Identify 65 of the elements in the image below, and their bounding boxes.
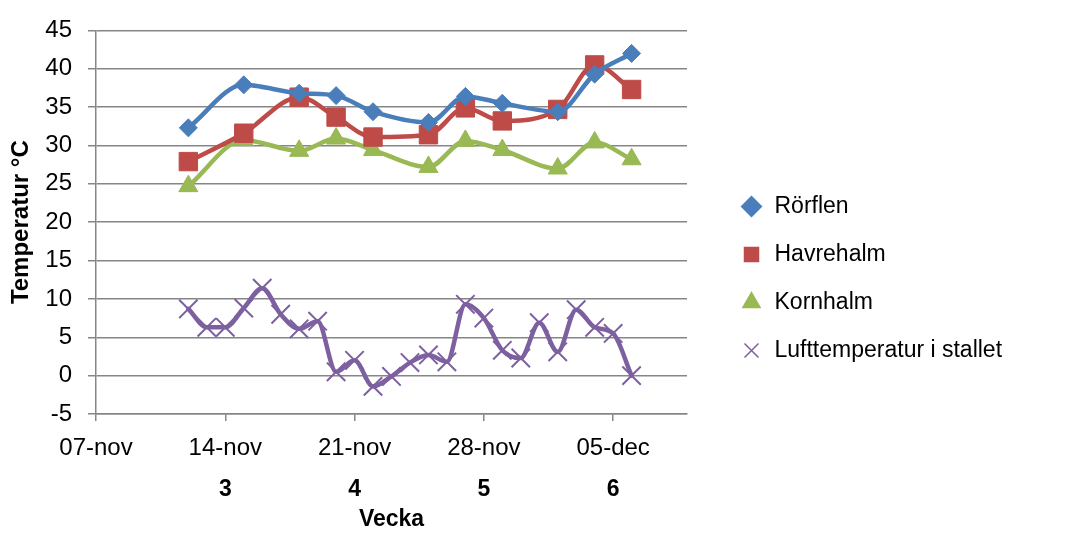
x-tick-label: 14-nov bbox=[188, 433, 262, 461]
legend-label: Lufttemperatur i stallet bbox=[774, 335, 1003, 362]
y-tick-label: 45 bbox=[45, 15, 72, 43]
y-tick-label: 15 bbox=[45, 245, 72, 273]
y-tick-label: 0 bbox=[58, 360, 72, 388]
y-tick-label: 20 bbox=[45, 206, 72, 234]
point bbox=[510, 347, 531, 369]
point bbox=[621, 79, 642, 100]
point bbox=[418, 112, 438, 132]
point bbox=[363, 127, 383, 147]
point bbox=[622, 43, 642, 63]
y-tick-label: -5 bbox=[50, 398, 72, 426]
point bbox=[344, 350, 365, 371]
x2-tick-label: 4 bbox=[348, 475, 362, 502]
legend-label: Kornhalm bbox=[774, 287, 873, 314]
point bbox=[288, 318, 310, 340]
point bbox=[270, 304, 291, 325]
point bbox=[399, 352, 421, 373]
point bbox=[196, 317, 218, 338]
point bbox=[492, 111, 513, 131]
point bbox=[362, 376, 384, 397]
x2-tick-label: 3 bbox=[218, 475, 232, 502]
point bbox=[326, 107, 346, 127]
x-tick-label: 28-nov bbox=[447, 433, 521, 461]
y-tick-label: 25 bbox=[45, 168, 72, 196]
y-tick-label: 5 bbox=[58, 321, 72, 349]
y-tick-label: 40 bbox=[45, 53, 72, 81]
y-tick-label: 30 bbox=[45, 130, 72, 158]
point bbox=[234, 123, 254, 143]
y-axis-title: Temperatur °C bbox=[6, 140, 34, 305]
point bbox=[252, 277, 273, 299]
point bbox=[381, 366, 402, 387]
point bbox=[455, 86, 475, 106]
point bbox=[215, 317, 236, 338]
point bbox=[326, 86, 346, 106]
legend-label: Rörflen bbox=[774, 191, 849, 218]
point bbox=[234, 75, 254, 95]
point bbox=[178, 118, 198, 138]
point bbox=[418, 344, 439, 366]
point bbox=[363, 102, 383, 122]
point bbox=[492, 93, 512, 113]
legend-label: Havrehalm bbox=[774, 239, 886, 266]
y-tick-label: 35 bbox=[45, 91, 72, 119]
point bbox=[602, 323, 624, 344]
point bbox=[178, 151, 199, 172]
point bbox=[178, 298, 199, 320]
x-tick-label: 21-nov bbox=[317, 433, 392, 461]
point bbox=[547, 341, 568, 363]
point bbox=[473, 307, 495, 329]
x2-tick-label: 6 bbox=[606, 475, 620, 502]
point bbox=[584, 317, 605, 338]
point bbox=[566, 299, 587, 320]
point bbox=[325, 361, 347, 382]
point bbox=[529, 312, 550, 333]
point bbox=[455, 294, 476, 315]
x-tick-label: 07-nov bbox=[59, 433, 133, 461]
x2-tick-label: 5 bbox=[477, 475, 491, 502]
x-tick-label: 05-dec bbox=[576, 433, 650, 461]
point bbox=[585, 64, 605, 84]
point bbox=[621, 365, 642, 386]
point bbox=[436, 351, 458, 373]
point bbox=[492, 340, 513, 361]
y-tick-label: 10 bbox=[45, 283, 72, 311]
x2-axis-title: Vecka bbox=[358, 504, 425, 531]
point bbox=[307, 310, 328, 332]
